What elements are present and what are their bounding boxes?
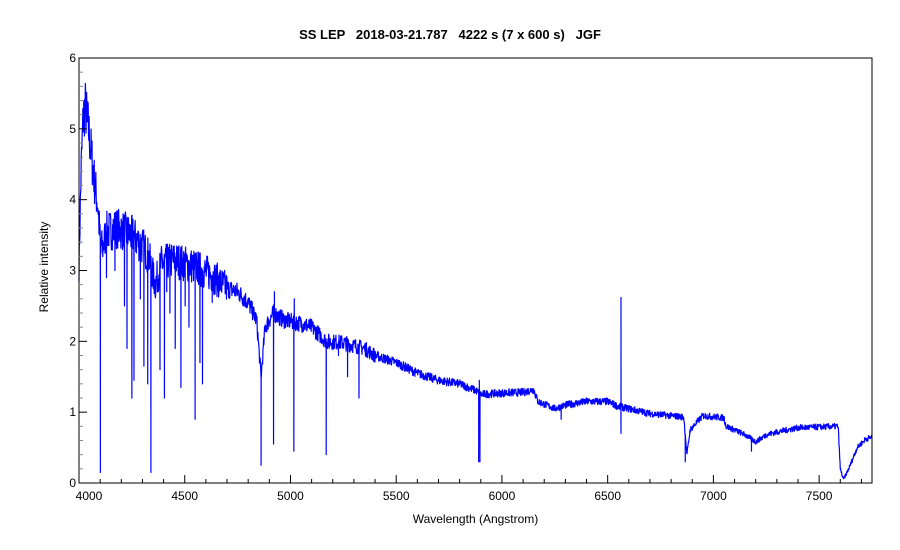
x-tick-label: 6500 — [594, 489, 621, 503]
y-axis: 0 1 2 3 4 5 6 — [69, 51, 87, 490]
y-tick-label: 2 — [69, 334, 76, 348]
y-tick-label: 0 — [69, 476, 76, 490]
x-tick-label: 4500 — [171, 489, 198, 503]
y-tick-label: 6 — [69, 51, 76, 65]
x-tick-label: 4000 — [76, 489, 103, 503]
x-tick-label: 5000 — [277, 489, 304, 503]
x-axis: 4000 4500 5000 5500 6000 6500 7000 7500 — [76, 475, 862, 503]
x-axis-label: Wavelength (Angstrom) — [412, 512, 539, 526]
x-tick-label: 7000 — [700, 489, 727, 503]
x-tick-label: 7500 — [806, 489, 833, 503]
spectrum-line — [78, 82, 873, 480]
y-tick-label: 1 — [69, 405, 76, 419]
y-tick-label: 4 — [69, 193, 76, 207]
chart-title: SS LEP 2018-03-21.787 4222 s (7 x 600 s)… — [299, 27, 601, 42]
x-tick-label: 6000 — [489, 489, 516, 503]
y-tick-label: 5 — [69, 122, 76, 136]
y-tick-label: 3 — [69, 264, 76, 278]
x-tick-label: 5500 — [383, 489, 410, 503]
